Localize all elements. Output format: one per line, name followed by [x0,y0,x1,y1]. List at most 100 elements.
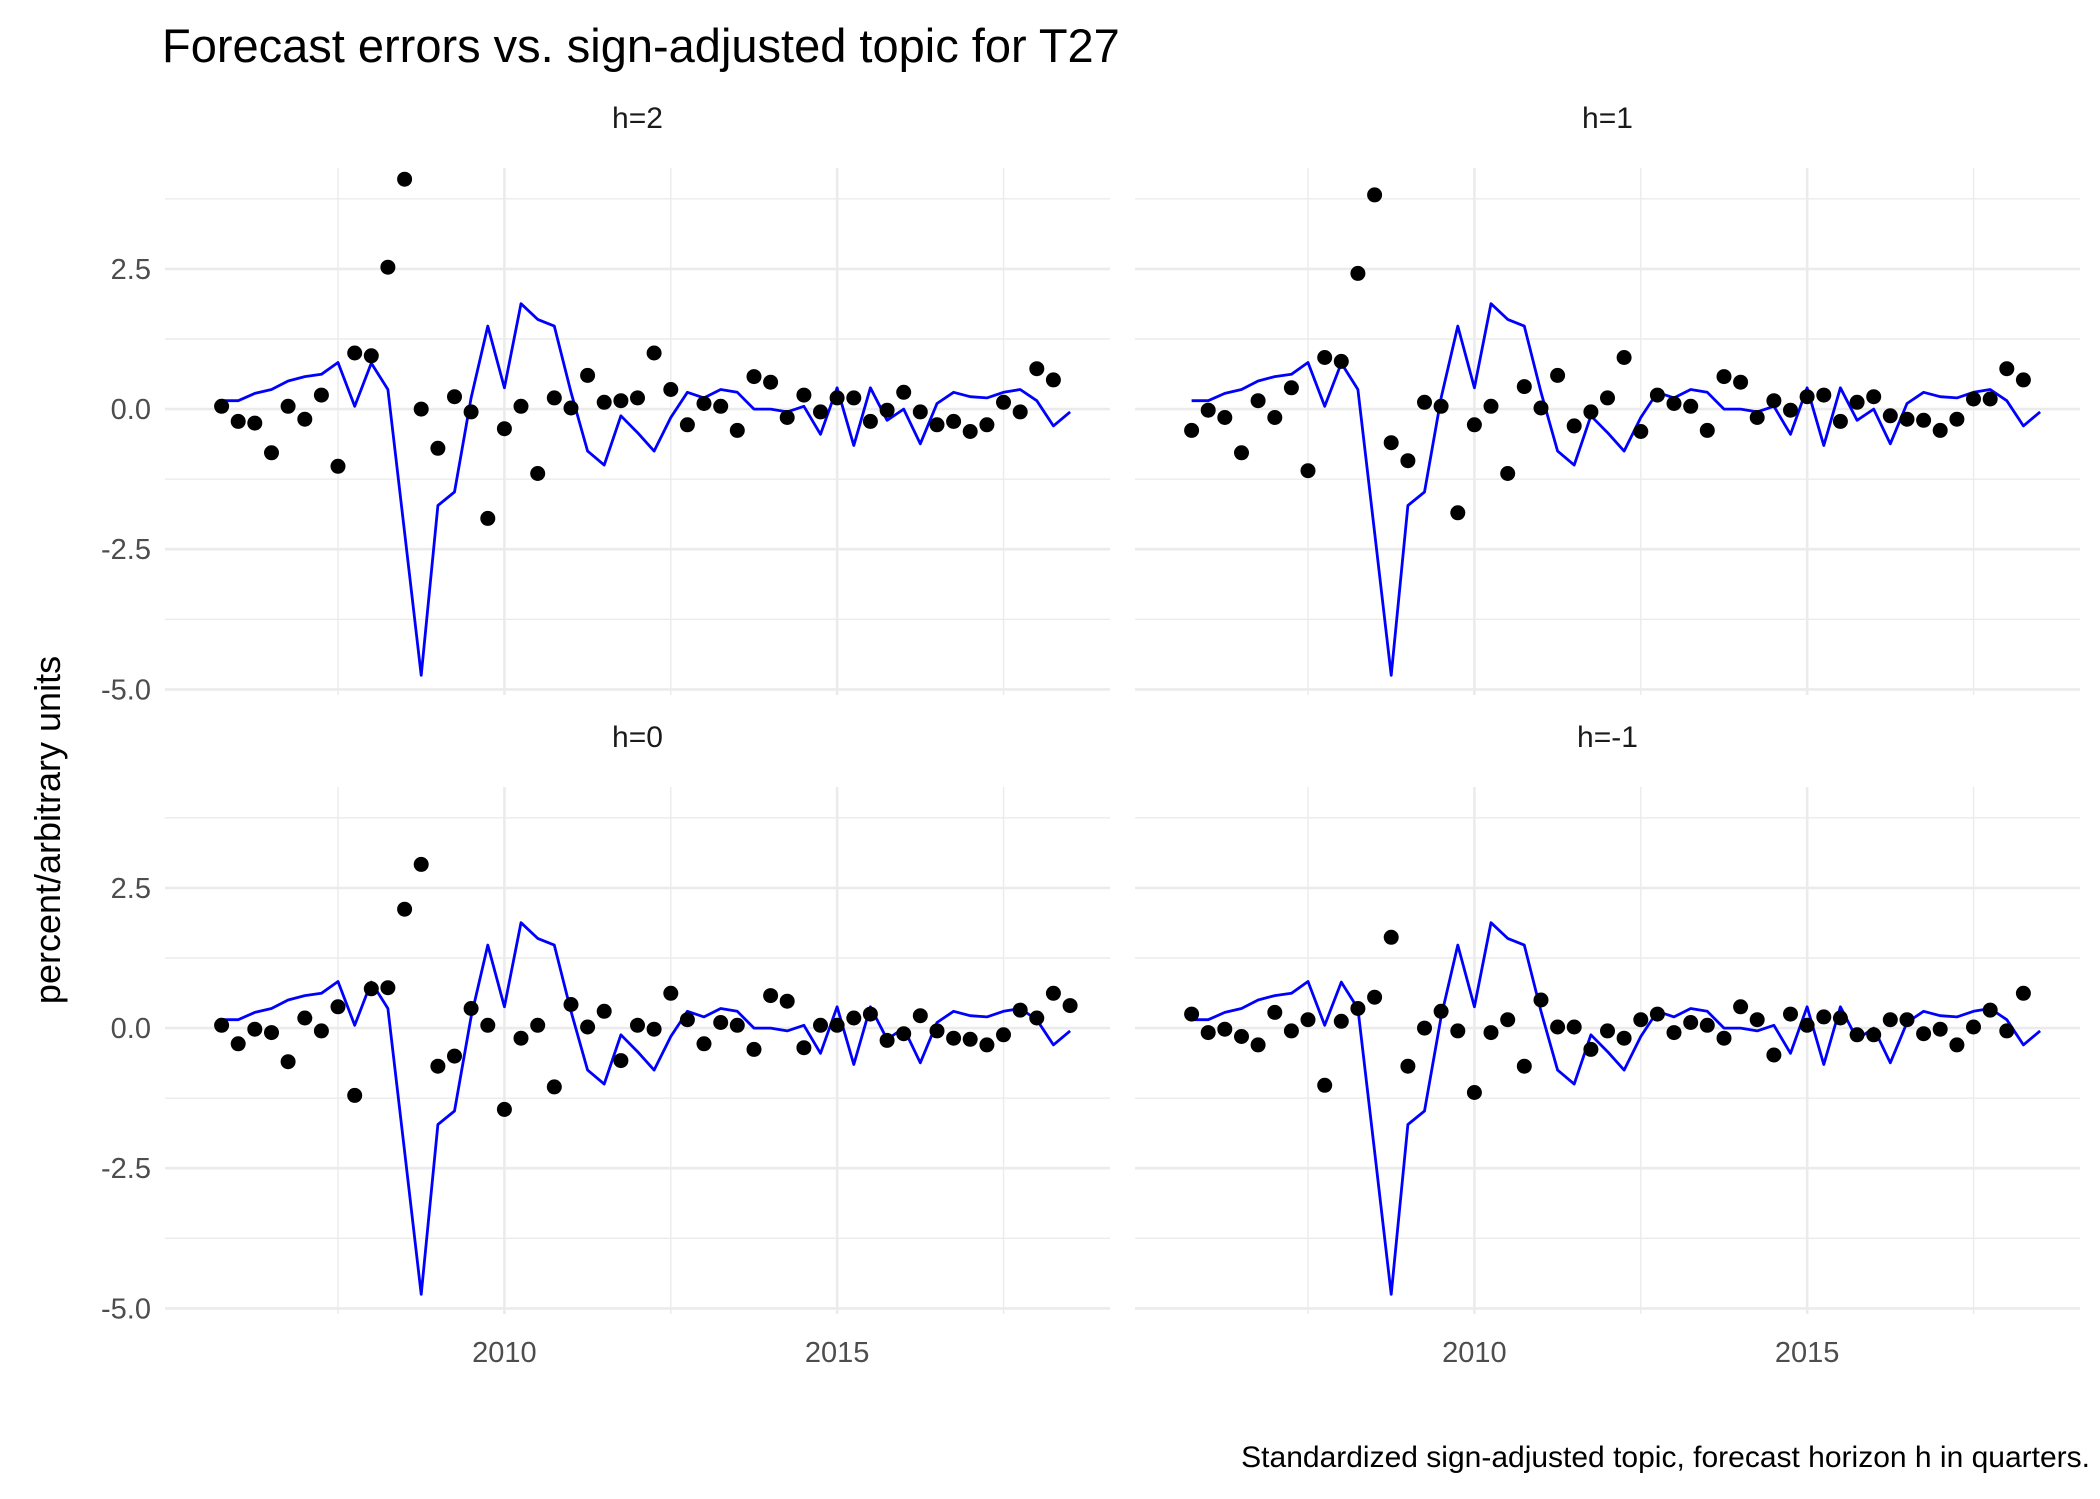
data-point [813,404,828,420]
data-point [1932,1021,1948,1037]
data-point [1982,1002,1998,1018]
data-point [397,171,413,187]
data-point [463,404,479,420]
data-point [1649,1006,1665,1022]
topic-line [221,302,1071,677]
data-point [1450,1023,1466,1039]
data-point [247,1021,263,1037]
data-point [746,1041,762,1057]
data-point [1766,1047,1782,1063]
data-point [929,1023,945,1039]
data-point [264,445,279,461]
data-point [380,259,396,275]
y-tick-label: 0.0 [111,394,151,426]
data-point [630,1017,645,1033]
data-point [1400,1058,1416,1074]
data-point [380,980,396,996]
data-point [1029,1010,1045,1026]
data-point [1716,369,1732,385]
data-point [513,398,529,414]
data-point [1949,1037,1965,1053]
data-point [580,367,596,383]
data-point [1866,389,1882,405]
data-point [1866,1027,1882,1043]
y-tick-label: -2.5 [101,1153,151,1185]
x-tick-label: 2010 [472,1337,537,1369]
data-point [1550,1019,1566,1035]
data-point [413,856,429,872]
data-point [546,1079,562,1095]
data-point [264,1025,279,1041]
y-tick-label: -5.0 [101,674,151,706]
data-point [796,1040,812,1056]
data-point [280,1054,296,1070]
data-point [1733,999,1749,1015]
chart-title: Forecast errors vs. sign-adjusted topic … [162,19,1120,72]
data-point [397,901,413,917]
data-point [1583,1041,1599,1057]
y-tick-label: 0.0 [111,1013,151,1045]
data-point [696,396,712,411]
data-point [363,348,379,364]
data-point [1566,1019,1582,1035]
topic-line [1191,921,2041,1296]
data-point [230,413,246,429]
data-point [946,413,962,429]
data-point [1184,1006,1200,1022]
data-point [1350,265,1366,281]
data-point [1799,1017,1815,1033]
data-point [1966,1019,1981,1035]
data-point [1200,402,1216,418]
data-point [347,1087,363,1103]
y-tick-label: 2.5 [111,254,151,286]
data-point [1633,424,1649,439]
data-point [1716,1030,1732,1046]
data-point [729,1017,745,1033]
data-point [862,1006,878,1022]
data-point [663,985,679,1001]
data-point [879,402,895,418]
data-point [463,1001,479,1016]
data-point [1882,1012,1898,1028]
data-point [1533,992,1549,1008]
data-point [1683,1015,1699,1030]
data-point [530,1017,546,1033]
data-point [996,1027,1011,1043]
data-point [1350,1001,1366,1016]
data-point [1816,387,1832,403]
data-point [879,1032,895,1048]
data-point [829,1017,845,1033]
data-point [363,981,379,997]
data-point [447,1048,462,1064]
data-point [1616,350,1632,365]
data-point [1633,1012,1649,1028]
data-point [1816,1009,1832,1025]
data-point [1383,929,1399,945]
data-point [1483,398,1499,414]
y-tick-label: -5.0 [101,1293,151,1325]
data-point [1699,422,1715,438]
data-point [1417,1020,1432,1036]
data-point [1466,1085,1482,1100]
data-point [696,1036,712,1052]
data-point [646,1021,662,1037]
data-point [1849,394,1865,410]
data-point [1899,411,1915,427]
panel-h--1: h=-1 2010 2015 [1135,721,2080,1369]
data-point [1500,466,1516,481]
data-point [280,398,296,414]
data-point [613,393,629,409]
data-point [646,345,662,361]
data-point [1250,1037,1266,1053]
data-point [1899,1012,1915,1028]
data-point [1433,398,1449,414]
data-point [1217,410,1233,425]
data-point [846,1010,862,1026]
data-point [596,394,612,410]
data-point [1333,1013,1349,1029]
data-point [330,999,346,1015]
data-point [1849,1027,1865,1043]
data-point [513,1030,529,1046]
data-point [413,401,429,417]
